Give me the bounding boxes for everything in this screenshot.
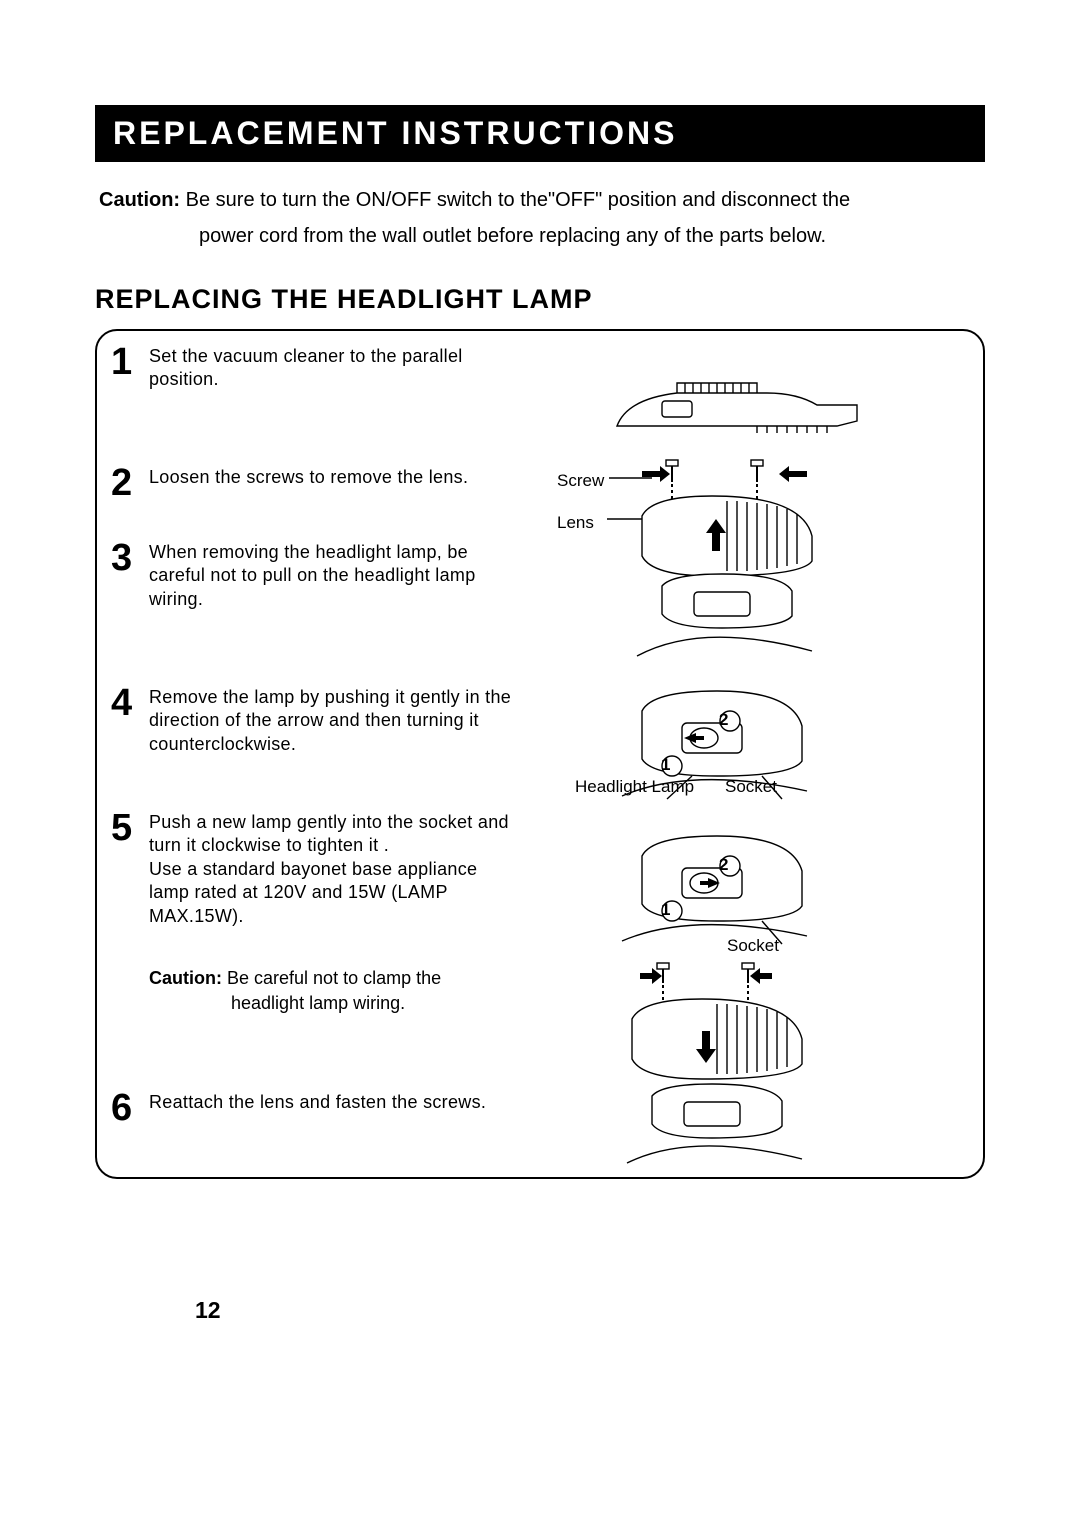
- step-1: 1 Set the vacuum cleaner to the parallel…: [111, 345, 519, 392]
- inner-caution: Caution: Be careful not to clamp the hea…: [149, 966, 441, 1016]
- label-socket-1: Socket: [725, 777, 777, 797]
- step-5-text: Push a new lamp gently into the socket a…: [149, 811, 519, 928]
- step-6: 6 Reattach the lens and fasten the screw…: [111, 1091, 486, 1125]
- steps-frame: 1 Set the vacuum cleaner to the parallel…: [95, 329, 985, 1179]
- step-5: 5 Push a new lamp gently into the socket…: [111, 811, 519, 928]
- step-1-text: Set the vacuum cleaner to the parallel p…: [149, 345, 519, 392]
- inner-caution-text1: Be careful not to clamp the: [227, 968, 441, 988]
- label-circled-1a: 1: [661, 755, 670, 775]
- inner-caution-text2: headlight lamp wiring.: [149, 991, 405, 1016]
- caution-text-line1: Be sure to turn the ON/OFF switch to the…: [186, 189, 851, 211]
- label-headlight-lamp: Headlight Lamp: [575, 777, 694, 797]
- illustration-lens-remove: [612, 456, 832, 666]
- page-number: 12: [195, 1297, 221, 1324]
- step-4: 4 Remove the lamp by pushing it gently i…: [111, 686, 519, 756]
- step-2-number: 2: [111, 466, 137, 500]
- label-circled-2b: 2: [719, 855, 728, 875]
- label-socket-2: Socket: [727, 936, 779, 956]
- illustration-vacuum-parallel: [607, 371, 867, 448]
- step-6-number: 6: [111, 1091, 137, 1125]
- label-circled-1b: 1: [661, 900, 670, 920]
- step-2: 2 Loosen the screws to remove the lens.: [111, 466, 468, 500]
- step-1-number: 1: [111, 345, 137, 379]
- inner-caution-label: Caution:: [149, 968, 222, 988]
- illustration-lens-reattach: [602, 961, 822, 1176]
- step-6-text: Reattach the lens and fasten the screws.: [149, 1091, 486, 1114]
- caution-text-line2: power cord from the wall outlet before r…: [99, 218, 985, 254]
- label-circled-2a: 2: [719, 710, 728, 730]
- subsection-title: REPLACING THE HEADLIGHT LAMP: [95, 284, 985, 315]
- step-4-text: Remove the lamp by pushing it gently in …: [149, 686, 519, 756]
- step-5-number: 5: [111, 811, 137, 845]
- label-screw: Screw: [557, 471, 604, 491]
- section-title: REPLACEMENT INSTRUCTIONS: [95, 105, 985, 162]
- step-3: 3 When removing the headlight lamp, be c…: [111, 541, 519, 611]
- label-lens: Lens: [557, 513, 594, 533]
- step-4-number: 4: [111, 686, 137, 720]
- manual-page: REPLACEMENT INSTRUCTIONS Caution: Be sur…: [95, 105, 985, 1179]
- step-2-text: Loosen the screws to remove the lens.: [149, 466, 468, 489]
- step-3-number: 3: [111, 541, 137, 575]
- top-caution: Caution: Be sure to turn the ON/OFF swit…: [95, 182, 985, 254]
- illustration-lamp-insert: 1 2: [612, 816, 812, 951]
- step-3-text: When removing the headlight lamp, be car…: [149, 541, 519, 611]
- caution-label: Caution:: [99, 189, 180, 211]
